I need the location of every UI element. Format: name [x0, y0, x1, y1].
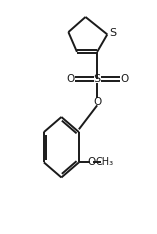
Text: O: O — [66, 74, 74, 84]
Text: O: O — [93, 97, 101, 107]
Text: CH₃: CH₃ — [95, 157, 114, 167]
Text: S: S — [109, 28, 116, 38]
Text: O: O — [120, 74, 128, 84]
Text: S: S — [94, 74, 101, 84]
Text: O: O — [87, 157, 95, 167]
